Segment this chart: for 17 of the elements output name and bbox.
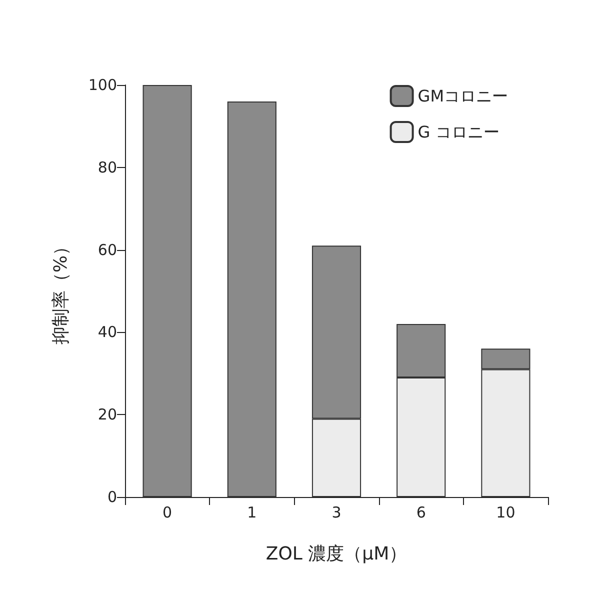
y-tick-label: 40 [98, 323, 117, 342]
y-tick-label: 60 [98, 240, 117, 259]
y-tick-label: 0 [107, 488, 117, 506]
x-tick-label: 6 [416, 504, 426, 522]
x-tick-label: 3 [332, 504, 342, 522]
bar [142, 85, 192, 497]
y-tick-label: 20 [98, 406, 117, 424]
y-axis-title: 抑制率（%） [50, 237, 72, 345]
legend-label: G コロニー [418, 122, 500, 142]
legend-label: GMコロニー [418, 86, 508, 106]
x-tick-label: 1 [247, 504, 257, 522]
x-tick-label: 10 [496, 504, 516, 522]
bar [227, 101, 276, 497]
y-tick-label: 80 [98, 158, 117, 176]
x-tick-label: 0 [162, 504, 172, 522]
y-tick-label: 100 [88, 76, 117, 94]
x-axis-title: ZOL 濃度（μM） [266, 544, 408, 564]
